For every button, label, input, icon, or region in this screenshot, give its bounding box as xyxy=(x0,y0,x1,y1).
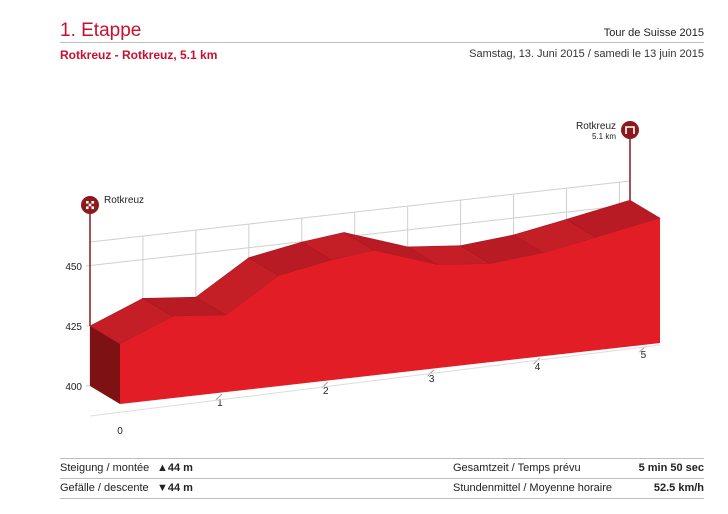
finish-marker: Rotkreuz 5.1 km xyxy=(576,121,639,201)
grid-top-line xyxy=(89,180,631,243)
start-marker: Rotkreuz xyxy=(81,195,144,326)
footer-divider-2 xyxy=(60,478,704,479)
profile-front-face xyxy=(120,218,660,404)
speed-label: Stundenmittel / Moyenne horaire xyxy=(453,482,612,494)
y-tick-label-450: 450 xyxy=(65,262,82,273)
x-tick-label-3: 3 xyxy=(429,374,435,385)
profile-side-face xyxy=(90,326,120,404)
time-value: 5 min 50 sec xyxy=(638,462,704,474)
climb-label: Steigung / montée xyxy=(60,462,150,474)
descent-value: ▼44 m xyxy=(157,482,193,494)
down-triangle-icon: ▼ xyxy=(157,482,168,494)
finish-arch-icon xyxy=(621,121,639,139)
up-triangle-icon: ▲ xyxy=(157,462,168,474)
time-label: Gesamtzeit / Temps prévu xyxy=(453,462,581,474)
finish-marker-label: Rotkreuz xyxy=(576,121,616,132)
y-tick-label-400: 400 xyxy=(65,382,82,393)
header-divider xyxy=(60,42,704,43)
start-marker-label: Rotkreuz xyxy=(104,195,144,206)
footer-divider-3 xyxy=(60,498,704,499)
x-tick-label-5: 5 xyxy=(641,350,647,361)
x-tick-1 xyxy=(215,393,223,401)
ground-line xyxy=(89,344,661,417)
climb-value: ▲44 m xyxy=(157,462,193,474)
page-title: 1. Etappe xyxy=(60,20,142,41)
race-name: Tour de Suisse 2015 xyxy=(603,27,704,39)
profile-surface xyxy=(89,199,661,404)
x-tick-label-2: 2 xyxy=(323,386,329,397)
axis-labels: 400 425 450 0 1 2 3 4 5 xyxy=(65,262,661,437)
x-tick-label-4: 4 xyxy=(535,362,541,373)
x-tick-4 xyxy=(533,357,540,365)
finish-marker-distance: 5.1 km xyxy=(592,132,616,141)
x-tick-label-1: 1 xyxy=(217,398,223,409)
y-tick-label-425: 425 xyxy=(65,322,82,333)
speed-value: 52.5 km/h xyxy=(653,482,704,494)
x-tick-label-0: 0 xyxy=(117,426,123,437)
stage-route: Rotkreuz - Rotkreuz, 5.1 km xyxy=(60,48,218,62)
stage-date: Samstag, 13. Juni 2015 / samedi le 13 ju… xyxy=(469,48,704,60)
descent-label: Gefälle / descente xyxy=(60,482,149,494)
footer-divider xyxy=(60,458,704,459)
